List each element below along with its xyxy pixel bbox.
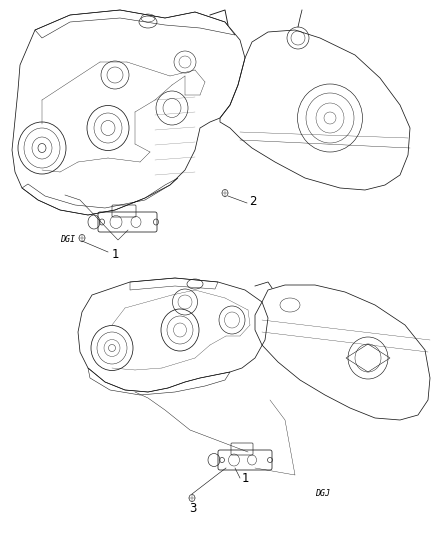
Text: 2: 2 bbox=[249, 195, 257, 208]
Text: 1: 1 bbox=[112, 248, 120, 261]
Text: 1: 1 bbox=[242, 472, 250, 485]
Text: DGI: DGI bbox=[60, 235, 75, 244]
Text: DGJ: DGJ bbox=[315, 489, 330, 498]
Text: 3: 3 bbox=[189, 502, 196, 515]
